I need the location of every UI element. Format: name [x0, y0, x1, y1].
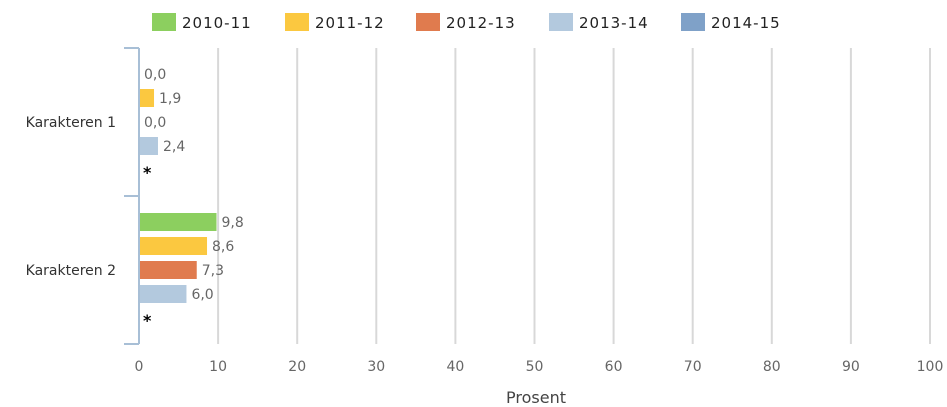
bars: 0,0 1,9 0,0 2,4 * 9,8 8,6 7,3 6,0 *: [139, 67, 244, 330]
bar: [139, 213, 217, 231]
category-label: Karakteren 1: [26, 115, 116, 131]
data-label: 2,4: [163, 139, 185, 155]
legend-label: 2011-12: [315, 14, 385, 32]
bar: [139, 89, 155, 107]
legend-label: 2012-13: [446, 14, 516, 32]
legend-label: 2010-11: [182, 14, 252, 32]
x-tick-label: 100: [917, 359, 944, 375]
x-tick-label: 10: [209, 359, 227, 375]
bar: [139, 261, 197, 279]
category-axis: Karakteren 1 Karakteren 2: [26, 47, 140, 345]
category-label: Karakteren 2: [26, 263, 116, 279]
data-label: 0,0: [144, 115, 166, 131]
value-axis: 0 10 20 30 40 50 60 70 80 90 100: [135, 359, 944, 375]
legend-swatch: [416, 13, 440, 31]
bar: [139, 237, 208, 255]
data-label: 0,0: [144, 67, 166, 83]
legend-swatch: [285, 13, 309, 31]
legend-swatch: [549, 13, 573, 31]
legend-swatch: [152, 13, 176, 31]
x-tick-label: 80: [763, 359, 781, 375]
legend-label: 2013-14: [579, 14, 649, 32]
missing-data-marker: *: [143, 311, 152, 330]
x-tick-label: 90: [842, 359, 860, 375]
gridlines: [217, 48, 931, 344]
x-tick-label: 50: [526, 359, 544, 375]
x-tick-label: 60: [605, 359, 623, 375]
data-label: 7,3: [202, 263, 224, 279]
x-tick-label: 20: [288, 359, 306, 375]
legend: 2010-11 2011-12 2012-13 2013-14 2014-15: [152, 13, 781, 32]
bar: [139, 285, 187, 303]
bar: [139, 137, 158, 155]
data-label: 9,8: [222, 215, 244, 231]
x-tick-label: 0: [135, 359, 144, 375]
x-tick-label: 30: [367, 359, 385, 375]
data-label: 1,9: [159, 91, 181, 107]
x-tick-label: 40: [446, 359, 464, 375]
data-label: 6,0: [191, 287, 213, 303]
data-label: 8,6: [212, 239, 234, 255]
x-tick-label: 70: [684, 359, 702, 375]
missing-data-marker: *: [143, 163, 152, 182]
legend-label: 2014-15: [711, 14, 781, 32]
legend-swatch: [681, 13, 705, 31]
x-axis-title: Prosent: [506, 388, 566, 407]
